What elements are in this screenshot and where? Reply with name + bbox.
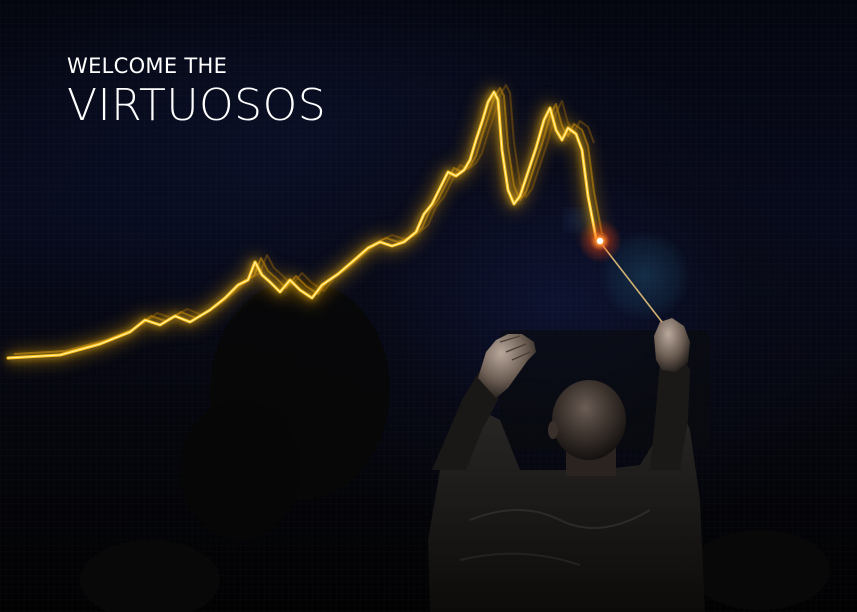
conductor-right-arm bbox=[650, 352, 690, 470]
lens-flare-halo bbox=[599, 230, 691, 322]
conductor-silhouette bbox=[428, 318, 705, 612]
headline: WELCOME THE VIRTUOSOS bbox=[67, 54, 326, 132]
headline-line-1: WELCOME THE bbox=[67, 54, 228, 78]
lens-flare-blue bbox=[567, 212, 583, 228]
stock-line-core bbox=[7, 91, 597, 359]
conductor-head bbox=[552, 380, 626, 460]
conductor-left-hand bbox=[478, 334, 536, 398]
orchestra-silhouettes bbox=[80, 280, 830, 612]
conductor-left-arm bbox=[432, 370, 500, 470]
conductor-torso bbox=[428, 400, 705, 612]
conductor-right-hand bbox=[654, 318, 690, 372]
headline-line-2: VIRTUOSOS bbox=[67, 80, 327, 131]
